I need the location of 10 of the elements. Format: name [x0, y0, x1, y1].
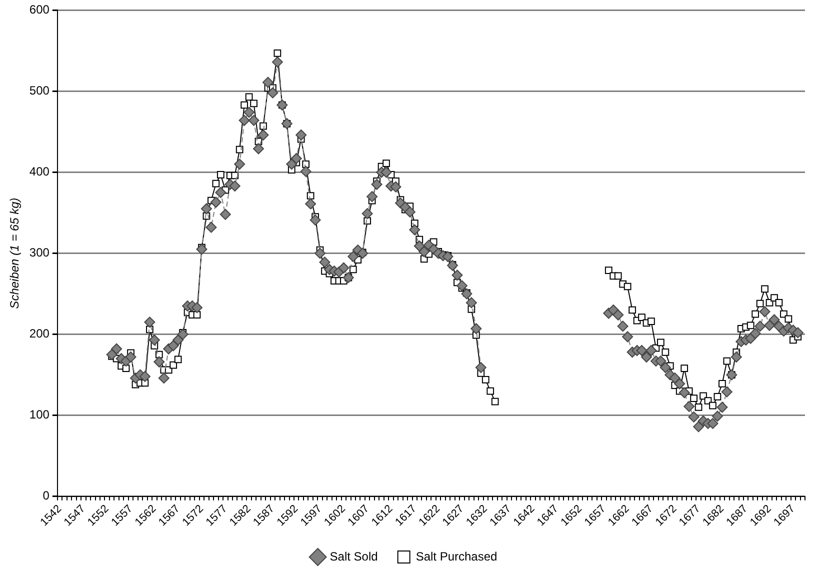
y-tick-label: 200	[29, 326, 50, 341]
y-tick-label: 500	[29, 84, 50, 98]
y-tick-label: 400	[29, 164, 50, 179]
legend-label: Salt Purchased	[416, 549, 498, 564]
y-axis-title: Scheiben (1 = 65 kg)	[8, 198, 22, 309]
y-tick-label: 0	[42, 488, 50, 503]
y-tick-label: 600	[29, 2, 50, 17]
legend-label: Salt Sold	[330, 549, 378, 564]
y-tick-label: 300	[29, 246, 50, 260]
y-tick-label: 100	[29, 408, 50, 422]
